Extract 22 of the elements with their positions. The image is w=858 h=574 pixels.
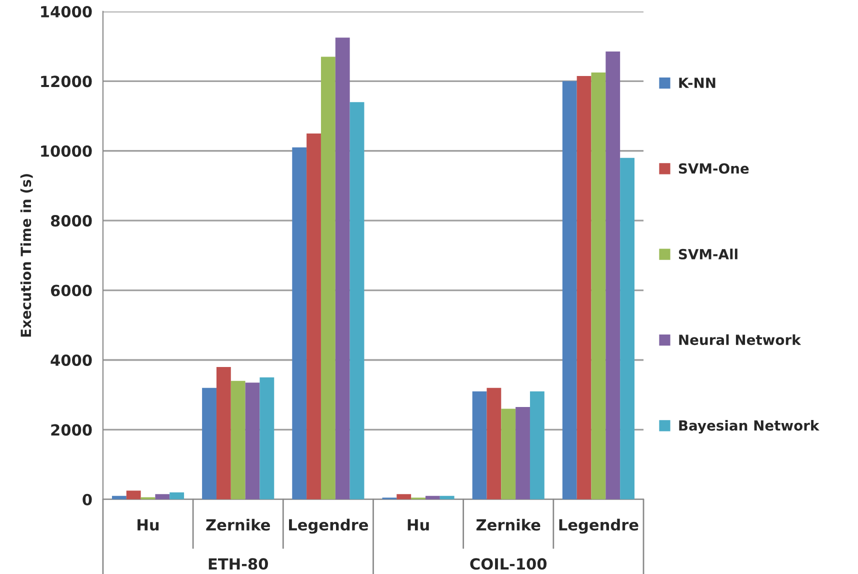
legend-label: Neural Network (679, 334, 802, 346)
text: COIL-100 (470, 558, 547, 570)
x-tick-label: Zernike (476, 518, 540, 531)
legend-label: SVM-All (678, 248, 738, 260)
text: ETH-80 (208, 558, 268, 570)
x-tick-label: Hu (408, 519, 429, 531)
x-tick-label: Zernike (206, 518, 270, 531)
legend-label: SVM-One (678, 163, 749, 174)
x-tick-label: Hu (138, 519, 159, 531)
y-tick-label: 6000 (50, 284, 92, 296)
y-axis-title: Execution Time in (s) (20, 174, 33, 337)
y-tick-label: 8000 (50, 215, 92, 227)
legend-label: K-NN (679, 78, 716, 88)
y-tick-label: 4000 (50, 354, 92, 366)
x-tick-label: Legendre (559, 518, 638, 534)
legend-label: Bayesian Network (679, 420, 820, 434)
y-tick-label: 12000 (41, 76, 92, 88)
x-tick-label: Legendre (289, 518, 368, 534)
y-tick-label: 14000 (41, 6, 92, 18)
y-tick-label: 2000 (51, 424, 92, 436)
y-tick-label: 10000 (41, 145, 92, 157)
y-tick-label: 0 (82, 494, 92, 506)
